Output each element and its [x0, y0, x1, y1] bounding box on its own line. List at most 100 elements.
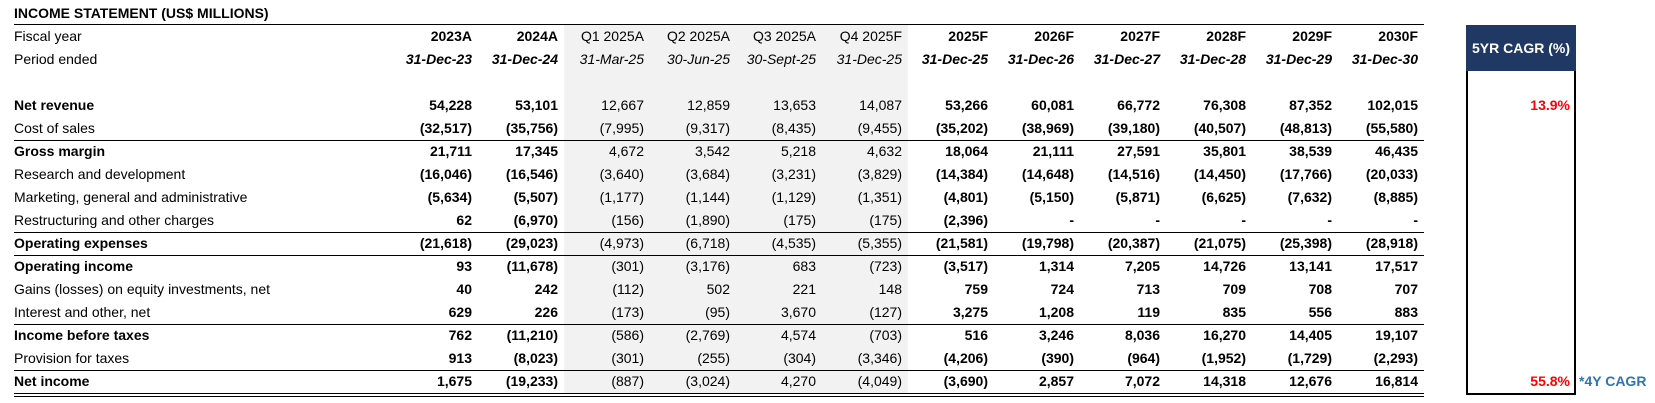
cell-value: 102,015	[1367, 97, 1418, 113]
row-label: Marketing, general and administrative	[14, 189, 248, 205]
column-year: 2029F	[1292, 28, 1332, 44]
cell-value: (586)	[611, 327, 644, 343]
row-rule	[14, 140, 1424, 141]
cell-value: (175)	[783, 212, 816, 228]
cell-value: 629	[448, 304, 472, 320]
row-label: Research and development	[14, 166, 186, 182]
cell-value: 221	[792, 281, 816, 297]
cell-value: 38,539	[1289, 143, 1332, 159]
row-rule	[14, 232, 1424, 233]
cell-value: (40,507)	[1193, 120, 1246, 136]
cell-value: (14,450)	[1193, 166, 1246, 182]
cell-value: 14,087	[859, 97, 902, 113]
cagr-value: 55.8%	[1530, 373, 1570, 389]
cell-value: (3,024)	[685, 373, 730, 389]
row-label: Operating income	[14, 258, 134, 274]
row-label: Restructuring and other charges	[14, 212, 214, 228]
quarter-shading	[564, 25, 908, 393]
cell-value: 724	[1050, 281, 1074, 297]
cell-value: (304)	[783, 350, 816, 366]
column-date: 31-Dec-26	[1007, 51, 1074, 67]
cell-value: (16,046)	[419, 166, 472, 182]
cell-value: 8,036	[1124, 327, 1160, 343]
cell-value: (3,829)	[857, 166, 902, 182]
cell-value: 5,218	[780, 143, 816, 159]
cell-value: 502	[706, 281, 730, 297]
cell-value: 516	[964, 327, 988, 343]
cell-value: 12,676	[1289, 373, 1332, 389]
cell-value: 76,308	[1203, 97, 1246, 113]
cell-value: (3,231)	[771, 166, 816, 182]
cell-value: 14,405	[1289, 327, 1332, 343]
column-year: Q2 2025A	[666, 28, 730, 44]
cell-value: (9,317)	[685, 120, 730, 136]
cell-value: (964)	[1127, 350, 1160, 366]
cell-value: 3,542	[694, 143, 730, 159]
column-date: 30-Jun-25	[666, 51, 730, 67]
cell-value: 13,653	[773, 97, 816, 113]
cell-value: 708	[1308, 281, 1332, 297]
cell-value: (2,769)	[685, 327, 730, 343]
row-rule	[14, 255, 1424, 256]
cell-value: (16,546)	[505, 166, 558, 182]
row-label: Gains (losses) on equity investments, ne…	[14, 281, 271, 297]
cell-value: (8,023)	[513, 350, 558, 366]
column-date: 31-Dec-28	[1179, 51, 1246, 67]
cell-value: (14,516)	[1107, 166, 1160, 182]
cell-value: (175)	[869, 212, 902, 228]
cell-value: 7,205	[1124, 258, 1160, 274]
cell-value: 19,107	[1375, 327, 1418, 343]
cell-value: 709	[1222, 281, 1246, 297]
cell-value: (8,435)	[771, 120, 816, 136]
cell-value: (19,798)	[1021, 235, 1074, 251]
cell-value: (20,033)	[1365, 166, 1418, 182]
cell-value: (4,801)	[943, 189, 988, 205]
cell-value: 148	[878, 281, 902, 297]
cell-value: (55,580)	[1365, 120, 1418, 136]
cell-value: -	[1069, 212, 1074, 228]
cell-value: 27,591	[1117, 143, 1160, 159]
cell-value: 1,675	[436, 373, 472, 389]
cagr-header-bg	[1466, 25, 1576, 71]
cell-value: 3,670	[780, 304, 816, 320]
row-label: Gross margin	[14, 143, 106, 159]
cell-value: (173)	[611, 304, 644, 320]
cell-value: (7,632)	[1287, 189, 1332, 205]
column-date: 31-Dec-23	[405, 51, 472, 67]
column-date: 31-Dec-29	[1265, 51, 1332, 67]
cell-value: (723)	[869, 258, 902, 274]
column-year: Q4 2025F	[839, 28, 902, 44]
cell-value: 759	[964, 281, 988, 297]
cell-value: (95)	[705, 304, 730, 320]
cell-value: (3,690)	[943, 373, 988, 389]
cell-value: (3,346)	[857, 350, 902, 366]
cell-value: -	[1155, 212, 1160, 228]
cell-value: (39,180)	[1107, 120, 1160, 136]
column-year: 2025F	[948, 28, 988, 44]
cell-value: 7,072	[1124, 373, 1160, 389]
cell-value: (6,970)	[513, 212, 558, 228]
cell-value: 17,345	[515, 143, 558, 159]
cell-value: (20,387)	[1107, 235, 1160, 251]
cell-value: 12,859	[687, 97, 730, 113]
cell-value: 14,726	[1203, 258, 1246, 274]
column-year: 2026F	[1034, 28, 1074, 44]
cell-value: (4,973)	[599, 235, 644, 251]
cell-value: 713	[1136, 281, 1160, 297]
cell-value: (4,535)	[771, 235, 816, 251]
cell-value: 53,266	[945, 97, 988, 113]
cell-value: (28,918)	[1365, 235, 1418, 251]
cell-value: 46,435	[1375, 143, 1418, 159]
cell-value: 18,064	[945, 143, 988, 159]
cell-value: 16,814	[1375, 373, 1418, 389]
cell-value: -	[1241, 212, 1246, 228]
cagr-box	[1466, 25, 1576, 395]
cell-value: 54,228	[429, 97, 472, 113]
cagr-header: 5YR CAGR (%)	[1471, 40, 1570, 56]
cell-value: (14,648)	[1021, 166, 1074, 182]
column-year: 2030F	[1378, 28, 1418, 44]
column-date: 31-Dec-27	[1093, 51, 1160, 67]
cell-value: (9,455)	[857, 120, 902, 136]
cell-value: 119	[1137, 304, 1160, 320]
column-date: 31-Dec-30	[1351, 51, 1418, 67]
